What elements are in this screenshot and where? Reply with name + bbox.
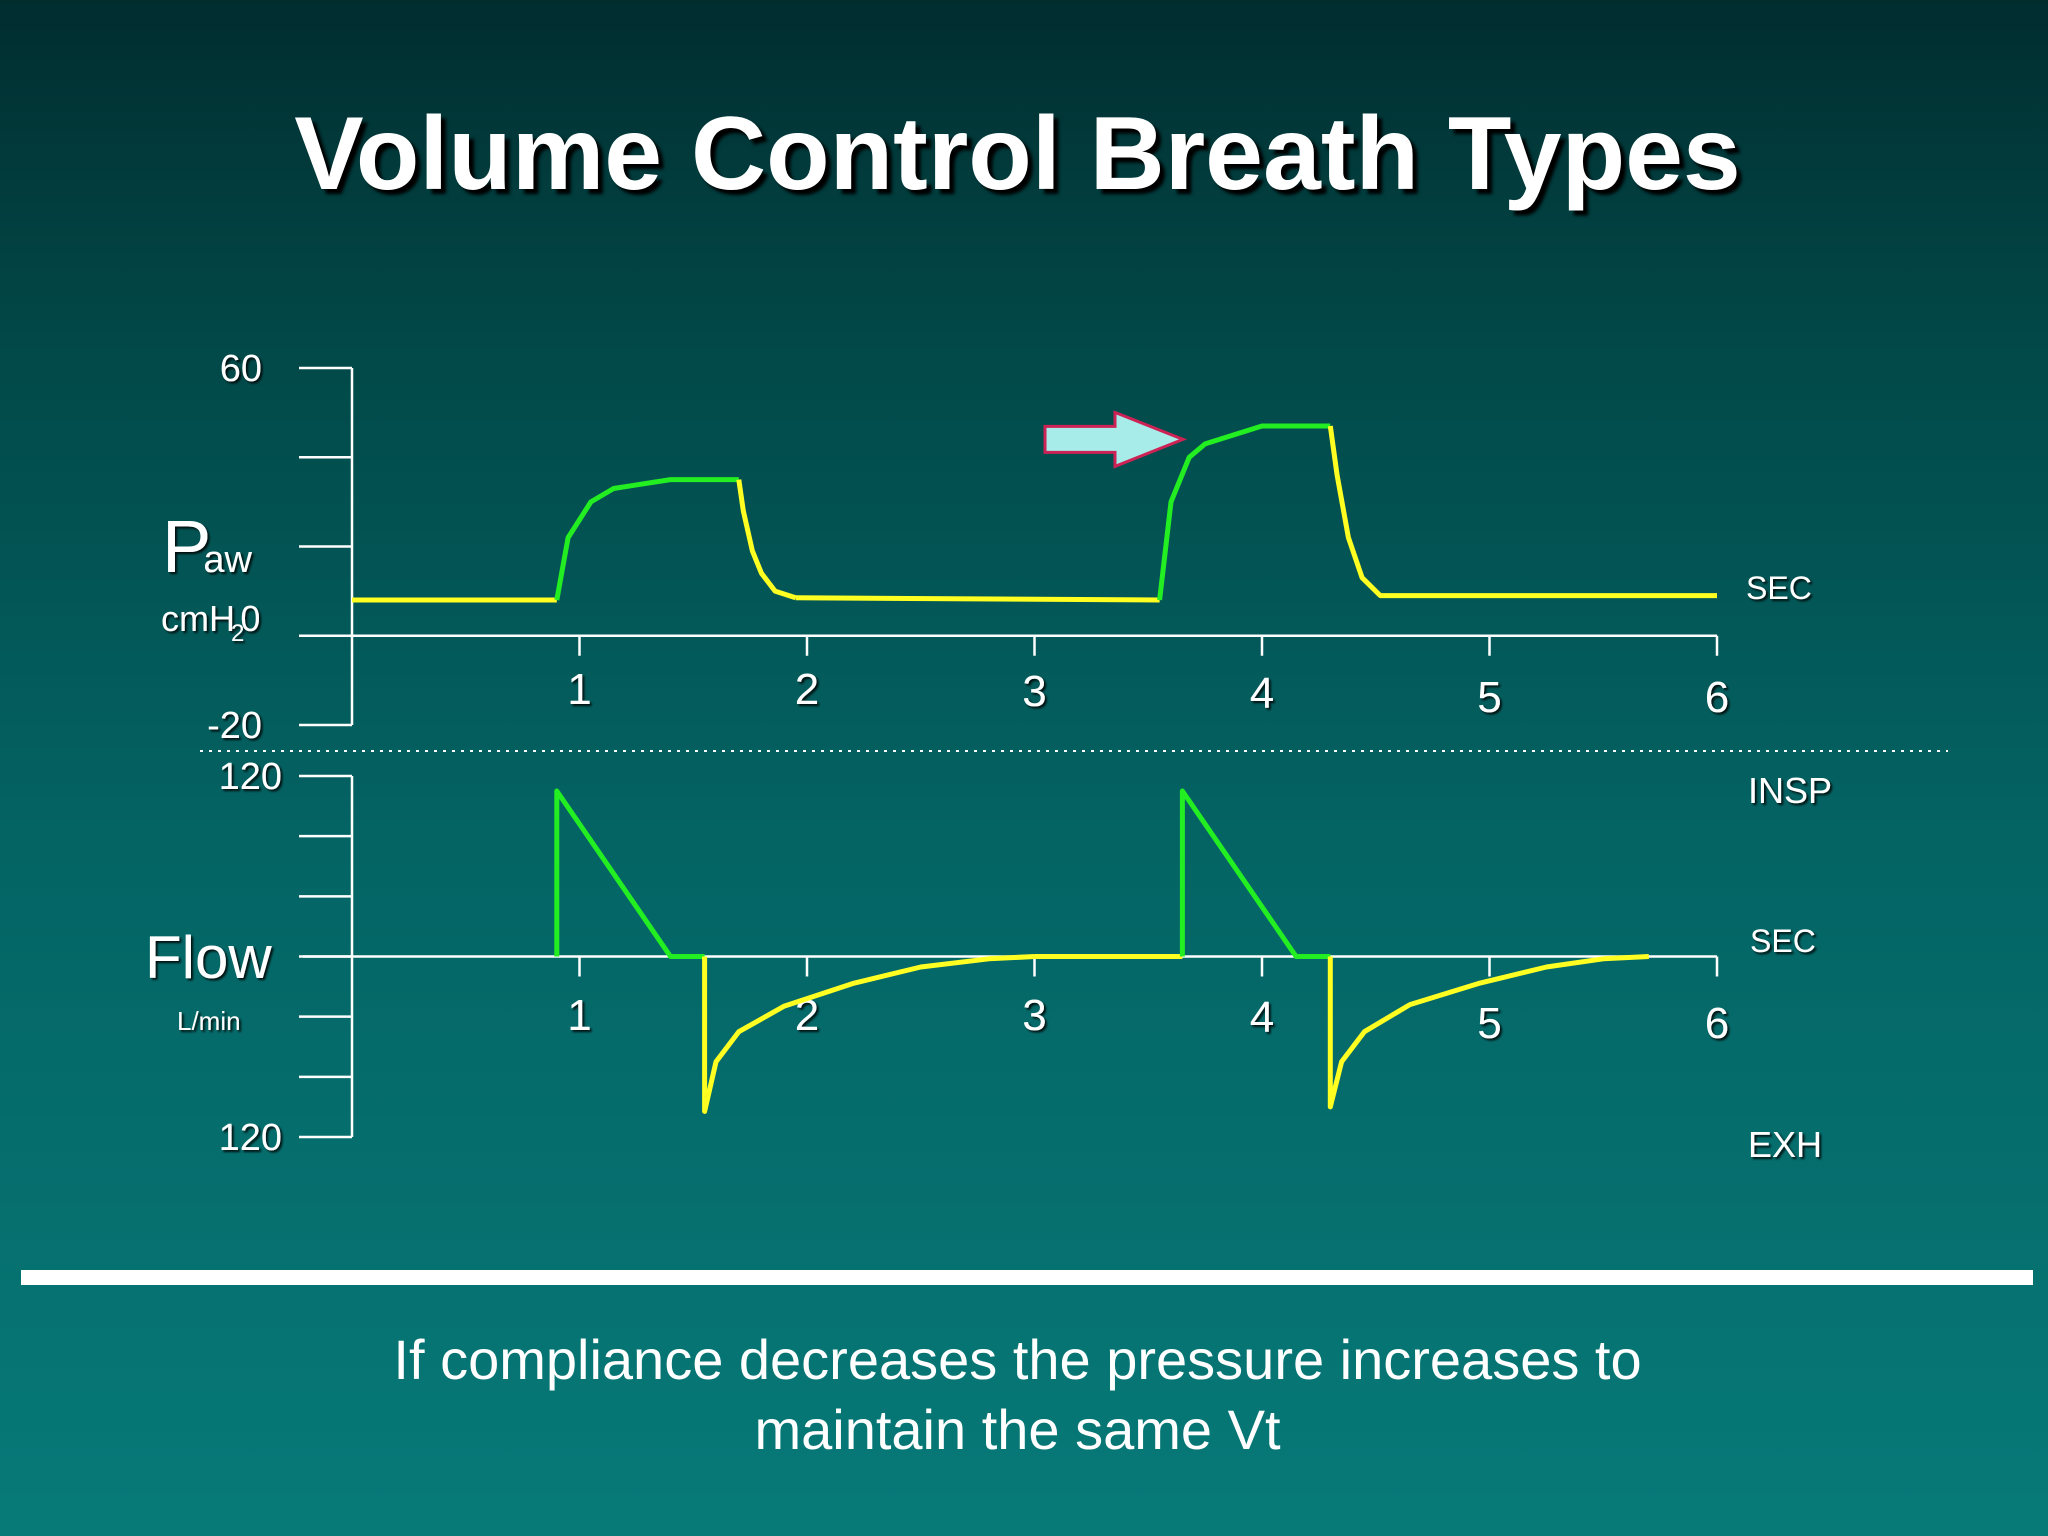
flow-series-inspiration [554,788,705,959]
pressure-xtick-label: 3 [1022,667,1046,716]
pressure-ylabel: Paw [162,505,252,588]
flow-ytick-label: 120 [219,756,282,798]
pressure-series-inspiration [1157,423,1331,601]
slide-title: Volume Control Breath Types [294,96,1741,212]
pressure-xtick-label: 5 [1477,673,1501,722]
caption-line-2: maintain the same Vt [754,1398,1281,1461]
pressure-series-expiration [736,479,797,601]
flow-xtick-label: 5 [1477,999,1501,1048]
flow-xlabel: SEC [1750,923,1816,959]
pressure-xtick-label: 6 [1705,673,1729,722]
flow-series-expiration [1327,954,1649,1110]
pressure-xlabel: SEC [1746,570,1812,606]
flow-ytick-label: 120 [219,1117,282,1159]
pressure-xtick-label: 1 [567,665,591,714]
divider-bar [21,1270,2033,1285]
pressure-series-expiration [1327,425,1717,599]
flow-series-expiration [702,954,1035,1114]
pressure-series-expiration [795,595,1160,603]
flow-series-inspiration [1179,788,1331,959]
pressure-xtick-label: 2 [795,665,819,714]
flow-ylabel: Flow [145,924,272,991]
caption: If compliance decreases the pressure inc… [0,1325,2035,1465]
flow-top-label: INSP [1748,770,1832,811]
pressure-series-inspiration [554,477,739,601]
flow-xtick-label: 6 [1705,999,1729,1048]
pressure-yunit: cmH20 [161,598,260,647]
pressure-xtick-label: 4 [1250,669,1274,718]
flow-bottom-label: EXH [1748,1124,1822,1165]
flow-yunit: L/min [177,1006,241,1036]
pressure-ytick-label: 60 [220,348,262,390]
arrow-icon [1043,410,1188,469]
pressure-ytick-label: -20 [207,705,262,747]
flow-xtick-label: 3 [1022,991,1046,1040]
flow-xtick-label: 1 [567,991,591,1040]
flow-xtick-label: 4 [1250,993,1274,1042]
caption-line-1: If compliance decreases the pressure inc… [393,1328,1642,1391]
